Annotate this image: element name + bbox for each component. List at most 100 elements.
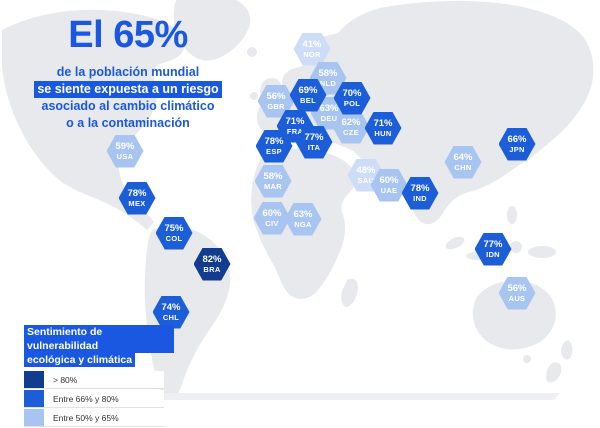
country-percent: 70% xyxy=(342,87,362,99)
hex-aus: 56% AUS xyxy=(498,276,536,310)
hex-chl: 74% CHL xyxy=(152,295,190,329)
country-code: DEU xyxy=(320,113,338,123)
country-percent: 41% xyxy=(302,38,322,50)
country-code: UAE xyxy=(380,185,398,195)
legend: Sentimiento de vulnerabilidad ecológica … xyxy=(24,325,174,428)
hex-hun: 71% HUN xyxy=(364,111,402,145)
subtitle-line-4: o a la contaminación xyxy=(66,116,190,130)
country-percent: 56% xyxy=(507,282,527,294)
country-code: GBR xyxy=(267,101,285,111)
legend-title-line-1: Sentimiento de vulnerabilidad xyxy=(24,325,174,353)
country-percent: 59% xyxy=(115,140,135,152)
country-code: IDN xyxy=(486,249,500,259)
headline: El 65% xyxy=(68,14,188,56)
legend-label: Entre 50% y 65% xyxy=(53,412,119,423)
hex-mar: 58% MAR xyxy=(254,164,292,198)
hex-usa: 59% USA xyxy=(106,134,144,168)
country-percent: 64% xyxy=(453,151,473,163)
hex-col: 75% COL xyxy=(155,216,193,250)
country-code: MAR xyxy=(264,181,282,191)
subtitle-line-2: se siente expuesta a un riesgo xyxy=(26,81,230,98)
hex-ind: 78% IND xyxy=(401,176,439,210)
country-percent: 71% xyxy=(285,115,305,127)
continent-australia xyxy=(472,280,556,350)
country-percent: 78% xyxy=(410,182,430,194)
island-tasmania xyxy=(523,355,531,363)
country-code: FRA xyxy=(286,126,304,136)
country-code: CZE xyxy=(343,127,359,137)
island-new-guinea xyxy=(528,246,556,258)
island-madagascar xyxy=(341,278,359,307)
country-percent: 78% xyxy=(127,187,147,199)
legend-label: > 80% xyxy=(53,374,78,385)
country-percent: 60% xyxy=(379,174,399,186)
country-code: NOR xyxy=(303,49,321,59)
country-code: CHN xyxy=(454,162,472,172)
legend-row: Entre 66% y 80% xyxy=(24,390,164,408)
country-code: SAU xyxy=(357,175,375,185)
island-greenland xyxy=(173,0,251,61)
island-sumatra xyxy=(445,236,465,250)
legend-row: Entre 50% y 65% xyxy=(24,409,164,427)
header: El 65% de la población mundial se siente… xyxy=(26,14,230,132)
country-code: AUS xyxy=(508,293,526,303)
country-code: ITA xyxy=(307,142,321,152)
country-code: CHL xyxy=(162,312,180,322)
legend-row: > 80% xyxy=(24,371,164,389)
country-percent: 62% xyxy=(341,116,361,128)
country-code: BEL xyxy=(300,95,316,105)
country-code: BRA xyxy=(203,264,221,274)
subtitle-line-1: de la población mundial xyxy=(56,65,200,79)
country-code: ESP xyxy=(266,146,282,156)
country-code: COL xyxy=(165,233,183,243)
island-philippines xyxy=(507,206,517,224)
island-new-zealand-north xyxy=(561,340,573,360)
country-code: IND xyxy=(413,193,427,203)
country-percent: 48% xyxy=(356,164,376,176)
legend-label: Entre 66% y 80% xyxy=(53,393,119,404)
country-code: POL xyxy=(343,98,361,108)
hex-jpn: 66% JPN xyxy=(498,127,536,161)
legend-title-line-2: ecológica y climática xyxy=(24,353,136,367)
country-code: NGA xyxy=(294,219,312,229)
country-percent: 60% xyxy=(262,207,282,219)
island-new-zealand-south xyxy=(546,362,562,383)
legend-title: Sentimiento de vulnerabilidad ecológica … xyxy=(24,325,174,367)
hex-chn: 64% CHN xyxy=(444,145,482,179)
island-sulawesi xyxy=(510,241,522,253)
country-percent: 77% xyxy=(483,238,503,250)
island-ireland xyxy=(250,92,258,100)
continent-north-america xyxy=(2,9,185,230)
country-code: JPN xyxy=(509,144,525,154)
country-percent: 71% xyxy=(373,117,393,129)
country-code: MEX xyxy=(128,198,146,208)
country-percent: 56% xyxy=(266,90,286,102)
hex-mex: 78% MEX xyxy=(118,181,156,215)
hex-idn: 77% IDN xyxy=(474,232,512,266)
country-code: NLD xyxy=(319,78,337,88)
continent-antarctica xyxy=(40,393,560,400)
legend-swatch xyxy=(24,390,44,407)
country-hexagons-layer: 59% USA 78% MEX 75% COL 82% BRA 74% CHL 41% NOR 56% G… xyxy=(106,32,536,329)
country-percent: 75% xyxy=(164,222,184,234)
country-percent: 58% xyxy=(263,170,283,182)
country-percent: 78% xyxy=(264,135,284,147)
legend-swatch xyxy=(24,409,44,426)
legend-swatch xyxy=(24,371,44,388)
country-percent: 77% xyxy=(304,131,324,143)
country-code: HUN xyxy=(374,128,392,138)
country-code: USA xyxy=(116,151,134,161)
legend-rows: > 80% Entre 66% y 80% Entre 50% y 65% xyxy=(24,371,164,427)
country-percent: 58% xyxy=(318,67,338,79)
island-iceland xyxy=(247,47,257,57)
hex-nor: 41% NOR xyxy=(293,32,331,66)
country-percent: 82% xyxy=(202,253,222,265)
subtitle-highlight: se siente expuesta a un riesgo xyxy=(34,81,222,98)
country-percent: 69% xyxy=(298,84,318,96)
continent-eurasia xyxy=(256,0,594,225)
country-percent: 74% xyxy=(161,301,181,313)
country-percent: 63% xyxy=(293,208,313,220)
country-percent: 66% xyxy=(507,133,527,145)
country-percent: 63% xyxy=(319,102,339,114)
